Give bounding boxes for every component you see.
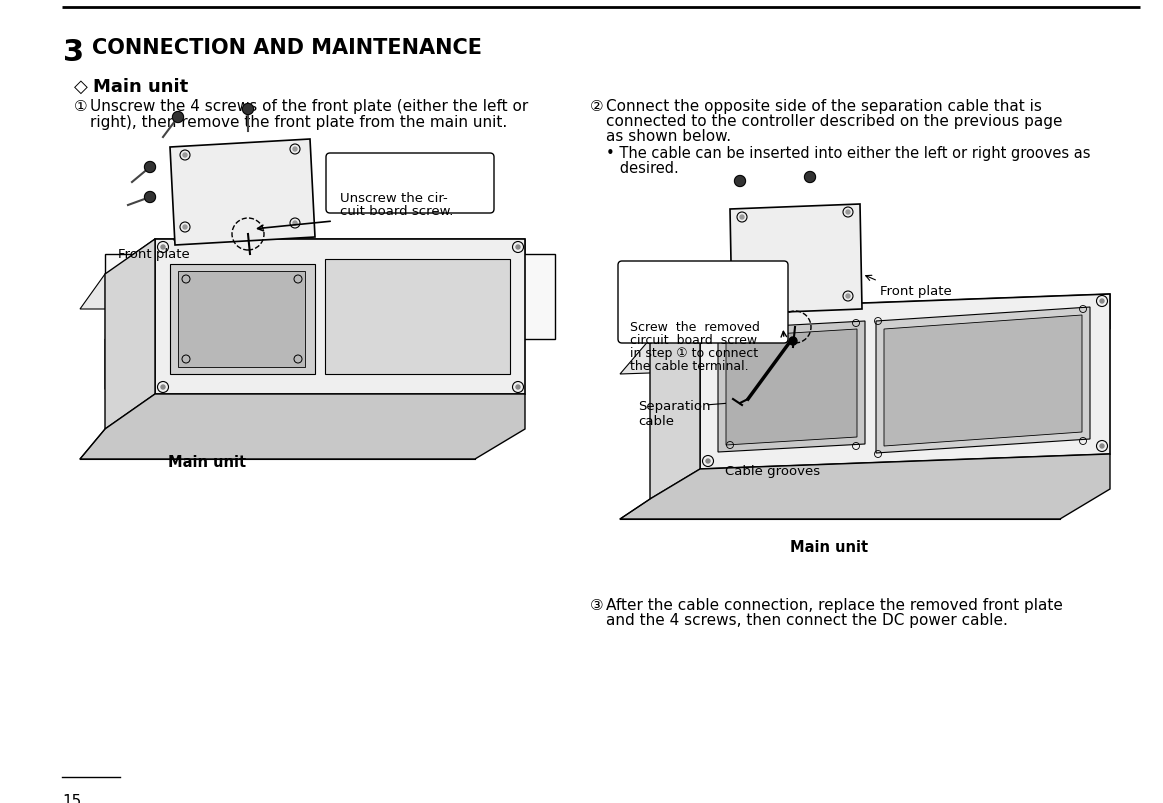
Text: ③: ③ (590, 597, 604, 612)
Text: ◇: ◇ (74, 78, 88, 96)
Circle shape (846, 210, 850, 214)
Polygon shape (170, 265, 315, 374)
Text: Main unit: Main unit (93, 78, 188, 96)
Text: • The cable can be inserted into either the left or right grooves as: • The cable can be inserted into either … (606, 146, 1091, 161)
Circle shape (160, 246, 165, 250)
Circle shape (160, 385, 165, 389)
Circle shape (183, 154, 187, 158)
Polygon shape (726, 329, 857, 446)
Text: After the cable connection, replace the removed front plate: After the cable connection, replace the … (606, 597, 1063, 612)
Text: Main unit: Main unit (790, 540, 868, 554)
Circle shape (183, 226, 187, 230)
Text: the cable terminal.: the cable terminal. (630, 360, 749, 373)
Polygon shape (105, 240, 155, 430)
Polygon shape (105, 255, 555, 340)
Text: Separation: Separation (638, 400, 711, 413)
Polygon shape (876, 308, 1090, 454)
Polygon shape (80, 394, 525, 459)
Circle shape (735, 177, 745, 187)
Circle shape (516, 385, 520, 389)
Polygon shape (170, 140, 315, 246)
Text: ②: ② (590, 99, 604, 114)
Text: right), then remove the front plate from the main unit.: right), then remove the front plate from… (90, 115, 507, 130)
FancyBboxPatch shape (618, 262, 789, 344)
Text: cable: cable (638, 414, 675, 427)
Circle shape (243, 104, 254, 116)
Circle shape (740, 298, 744, 302)
Circle shape (789, 337, 797, 345)
Circle shape (144, 162, 156, 173)
Polygon shape (178, 271, 305, 368)
Polygon shape (80, 240, 525, 310)
Text: Screw  the  removed: Screw the removed (630, 320, 759, 333)
Text: Cable grooves: Cable grooves (725, 464, 820, 478)
FancyBboxPatch shape (326, 154, 494, 214)
Text: 3: 3 (63, 38, 84, 67)
Polygon shape (324, 259, 511, 374)
Text: cuit board screw.: cuit board screw. (340, 205, 454, 218)
Text: Connect the opposite side of the separation cable that is: Connect the opposite side of the separat… (606, 99, 1042, 114)
Circle shape (1100, 300, 1104, 304)
Polygon shape (620, 295, 1110, 374)
Polygon shape (718, 321, 865, 452)
Circle shape (846, 295, 850, 299)
Text: 15: 15 (62, 793, 81, 803)
Text: as shown below.: as shown below. (606, 128, 732, 144)
Text: desired.: desired. (606, 161, 679, 176)
Polygon shape (105, 340, 150, 430)
Circle shape (144, 192, 156, 203)
Text: in step ① to connect: in step ① to connect (630, 347, 758, 360)
Circle shape (293, 222, 297, 226)
Text: circuit  board  screw: circuit board screw (630, 333, 757, 347)
Polygon shape (730, 205, 862, 315)
Circle shape (293, 148, 297, 152)
Text: Main unit: Main unit (167, 454, 247, 470)
Circle shape (172, 112, 184, 124)
Text: and the 4 screws, then connect the DC power cable.: and the 4 screws, then connect the DC po… (606, 612, 1008, 627)
Circle shape (1100, 444, 1104, 448)
Text: Unscrew the 4 screws of the front plate (either the left or: Unscrew the 4 screws of the front plate … (90, 99, 528, 114)
Text: connected to the controller described on the previous page: connected to the controller described on… (606, 114, 1063, 128)
Text: Front plate: Front plate (880, 284, 951, 298)
Circle shape (706, 459, 709, 463)
Polygon shape (700, 295, 1110, 470)
Polygon shape (620, 454, 1110, 520)
Polygon shape (884, 316, 1082, 446)
Circle shape (516, 246, 520, 250)
Circle shape (740, 216, 744, 220)
Text: Front plate: Front plate (117, 247, 190, 261)
Text: ①: ① (74, 99, 87, 114)
Text: Unscrew the cir-: Unscrew the cir- (340, 192, 448, 205)
Circle shape (805, 173, 815, 183)
Polygon shape (650, 310, 700, 499)
Text: CONNECTION AND MAINTENANCE: CONNECTION AND MAINTENANCE (92, 38, 481, 58)
Circle shape (706, 316, 709, 320)
Polygon shape (155, 240, 525, 394)
